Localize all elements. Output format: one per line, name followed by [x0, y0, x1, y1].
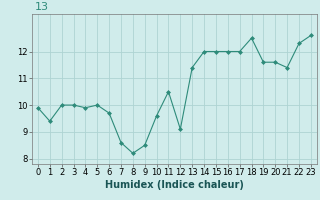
- X-axis label: Humidex (Indice chaleur): Humidex (Indice chaleur): [105, 180, 244, 190]
- Text: 13: 13: [35, 2, 49, 12]
